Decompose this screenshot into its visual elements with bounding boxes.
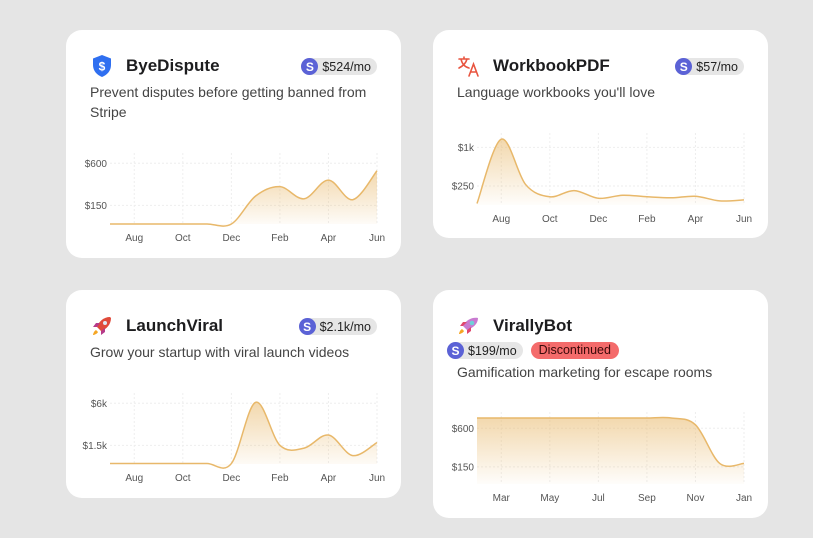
- y-tick-label: $1k: [458, 143, 475, 154]
- y-tick-label: $6k: [91, 399, 108, 410]
- revenue-badge: S $199/mo: [447, 342, 523, 359]
- x-tick-label: Oct: [175, 233, 191, 244]
- revenue-amount: $2.1k/mo: [319, 319, 371, 334]
- x-tick-label: Aug: [125, 473, 143, 484]
- product-description: Grow your startup with viral launch vide…: [90, 344, 350, 360]
- product-card-virallybot[interactable]: VirallyBot S $199/mo Discontinued Gamific…: [433, 290, 768, 518]
- translate-icon: [458, 56, 479, 77]
- x-tick-label: Dec: [222, 473, 240, 484]
- x-tick-label: Mar: [493, 493, 511, 504]
- revenue-chart: $600 $150 Mar May Jul Sep Nov Jan: [452, 412, 752, 504]
- stripe-icon: S: [298, 318, 316, 335]
- x-tick-label: Aug: [125, 233, 143, 244]
- revenue-amount: $57/mo: [696, 59, 738, 74]
- revenue-amount: $199/mo: [468, 343, 517, 358]
- product-card-launchviral[interactable]: LaunchViral S $2.1k/mo Grow your startup …: [66, 290, 401, 498]
- svg-text:$: $: [99, 60, 106, 74]
- badge-row: S $199/mo Discontinued: [447, 342, 619, 359]
- revenue-line: [476, 416, 745, 468]
- revenue-line: [476, 138, 745, 204]
- revenue-badge: S $524/mo: [301, 58, 377, 75]
- product-title[interactable]: LaunchViral: [126, 316, 223, 335]
- product-card-workbookpdf[interactable]: WorkbookPDF S $57/mo Language workbooks y…: [433, 30, 768, 238]
- revenue-chart: $1k $250 Aug Oct Dec Feb Apr Jun: [452, 133, 752, 225]
- y-tick-label: $150: [452, 462, 475, 473]
- y-tick-label: $150: [85, 201, 108, 212]
- x-tick-label: Sep: [638, 493, 656, 504]
- rocket-icon: [459, 317, 478, 334]
- product-description: Prevent disputes before getting banned f…: [90, 84, 367, 120]
- x-tick-label: Feb: [638, 214, 656, 225]
- x-tick-label: Feb: [271, 233, 289, 244]
- revenue-area: [110, 402, 377, 469]
- stripe-icon: S: [675, 58, 693, 75]
- x-tick-label: Dec: [222, 233, 240, 244]
- stripe-icon: S: [301, 58, 319, 75]
- revenue-badge: S $2.1k/mo: [298, 318, 377, 335]
- revenue-area: [477, 417, 744, 484]
- discontinued-badge: Discontinued: [530, 342, 619, 359]
- revenue-badge: S $57/mo: [675, 58, 744, 75]
- x-tick-label: Dec: [589, 214, 607, 225]
- product-title[interactable]: ByeDispute: [126, 56, 220, 75]
- x-tick-label: Jun: [369, 473, 385, 484]
- x-tick-label: Jun: [369, 233, 385, 244]
- revenue-area: [477, 138, 744, 205]
- revenue-amount: $524/mo: [322, 59, 371, 74]
- product-description: Gamification marketing for escape rooms: [457, 364, 713, 380]
- x-tick-label: Jan: [736, 493, 752, 504]
- x-tick-label: Aug: [492, 214, 510, 225]
- x-tick-label: Jul: [592, 493, 605, 504]
- y-tick-label: $600: [452, 424, 475, 435]
- x-tick-label: Feb: [271, 473, 289, 484]
- product-title[interactable]: VirallyBot: [493, 316, 573, 335]
- revenue-chart: $600 $150 Aug Oct Dec Feb Apr Jun: [85, 153, 385, 244]
- y-tick-label: $600: [85, 159, 108, 170]
- x-tick-label: Jun: [736, 214, 752, 225]
- x-tick-label: Nov: [687, 493, 705, 504]
- revenue-area: [110, 170, 377, 227]
- product-card-byedispute[interactable]: $ ByeDispute S $524/mo Prevent disputes b…: [66, 30, 401, 258]
- x-tick-label: Apr: [321, 233, 337, 244]
- x-tick-label: May: [540, 493, 559, 504]
- y-tick-label: $1.5k: [83, 441, 108, 452]
- revenue-line: [109, 170, 378, 227]
- revenue-chart: $6k $1.5k Aug Oct Dec Feb Apr Jun: [83, 393, 385, 484]
- rocket-icon: [93, 317, 111, 335]
- x-tick-label: Apr: [321, 473, 337, 484]
- product-title[interactable]: WorkbookPDF: [493, 56, 610, 75]
- x-tick-label: Oct: [175, 473, 191, 484]
- revenue-line: [109, 401, 378, 469]
- x-tick-label: Apr: [688, 214, 704, 225]
- shield-dollar-icon: $: [93, 55, 111, 77]
- x-tick-label: Oct: [542, 214, 558, 225]
- product-description: Language workbooks you'll love: [457, 84, 656, 100]
- stripe-icon: S: [447, 342, 464, 359]
- y-tick-label: $250: [452, 181, 475, 192]
